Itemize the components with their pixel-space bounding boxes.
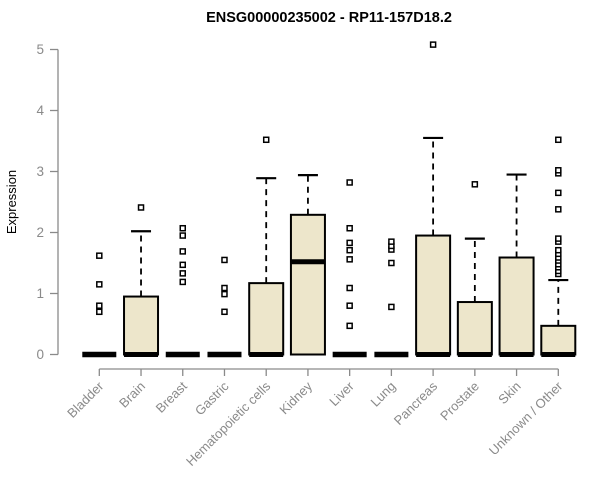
box-kidney [289, 174, 326, 356]
outlier-point [471, 181, 479, 188]
outlier-point [96, 281, 103, 288]
outlier-point [179, 270, 187, 277]
outlier-point [179, 261, 187, 269]
iqr-box [415, 234, 452, 356]
x-tick-label-skin: Skin [495, 379, 523, 407]
y-tick-label: 2 [36, 225, 44, 240]
outlier-point [346, 256, 353, 263]
outlier-point [346, 179, 353, 186]
y-tick-label: 4 [36, 103, 44, 118]
outlier-point [388, 238, 395, 245]
x-tick-label-prostate: Prostate [437, 379, 482, 424]
iqr-box [540, 324, 577, 356]
box-liver [332, 179, 367, 358]
outlier-point [346, 284, 353, 292]
outlier-point [179, 248, 187, 255]
outlier-point [388, 303, 395, 311]
outlier-point [96, 252, 103, 259]
y-tick-label: 1 [36, 286, 44, 301]
y-tick-label: 5 [36, 42, 44, 57]
y-tick-label: 0 [36, 347, 44, 362]
outlier-point [555, 246, 562, 254]
outlier-point [137, 204, 145, 211]
outlier-point [346, 322, 353, 330]
box-brain [123, 204, 160, 357]
box-bladder [82, 252, 117, 358]
outlier-point [555, 167, 562, 174]
outlier-point [179, 224, 187, 232]
outlier-point [96, 308, 103, 316]
box-prostate [456, 181, 493, 357]
outlier-point [555, 136, 562, 144]
box-breast [165, 224, 200, 358]
y-axis-title: Expression [4, 170, 19, 234]
x-tick-label-breast: Breast [153, 378, 190, 415]
box-skin [498, 173, 535, 357]
outlier-point [262, 136, 270, 144]
outlier-point [346, 302, 353, 309]
x-tick-label-lung: Lung [367, 379, 398, 410]
x-tick-label-liver: Liver [326, 378, 357, 409]
x-tick-label-kidney: Kidney [276, 378, 315, 417]
outlier-point [429, 41, 437, 48]
iqr-box [123, 295, 160, 356]
outlier-point [96, 302, 103, 309]
outlier-point [555, 189, 562, 197]
outlier-point [221, 284, 228, 292]
box-unknown-other [540, 136, 577, 357]
outlier-point [346, 246, 353, 254]
outlier-point [346, 224, 353, 232]
outlier-point [346, 239, 353, 247]
outlier-point [221, 256, 228, 264]
iqr-box [248, 282, 285, 356]
outlier-point [388, 259, 395, 267]
iqr-box [289, 213, 326, 356]
outlier-point [221, 290, 228, 298]
chart-title: ENSG00000235002 - RP11-157D18.2 [206, 10, 452, 26]
box-gastric [207, 256, 242, 358]
x-tick-label-unknown-other: Unknown / Other [486, 378, 566, 458]
x-tick-label-bladder: Bladder [64, 378, 107, 421]
iqr-box [498, 256, 535, 356]
iqr-box [456, 301, 493, 356]
outlier-point [179, 278, 187, 286]
box-lung [374, 238, 409, 358]
y-tick-label: 3 [36, 164, 44, 179]
outlier-point [555, 235, 562, 242]
x-tick-label-gastric: Gastric [192, 378, 232, 418]
box-pancreas [415, 41, 452, 357]
x-tick-label-pancreas: Pancreas [391, 378, 441, 428]
box-hematopoietic-cells [248, 136, 285, 357]
x-tick-label-brain: Brain [116, 379, 148, 411]
outlier-point [221, 308, 228, 316]
boxplot-series [82, 41, 577, 358]
outlier-point [555, 206, 562, 213]
outlier-point [179, 232, 187, 239]
